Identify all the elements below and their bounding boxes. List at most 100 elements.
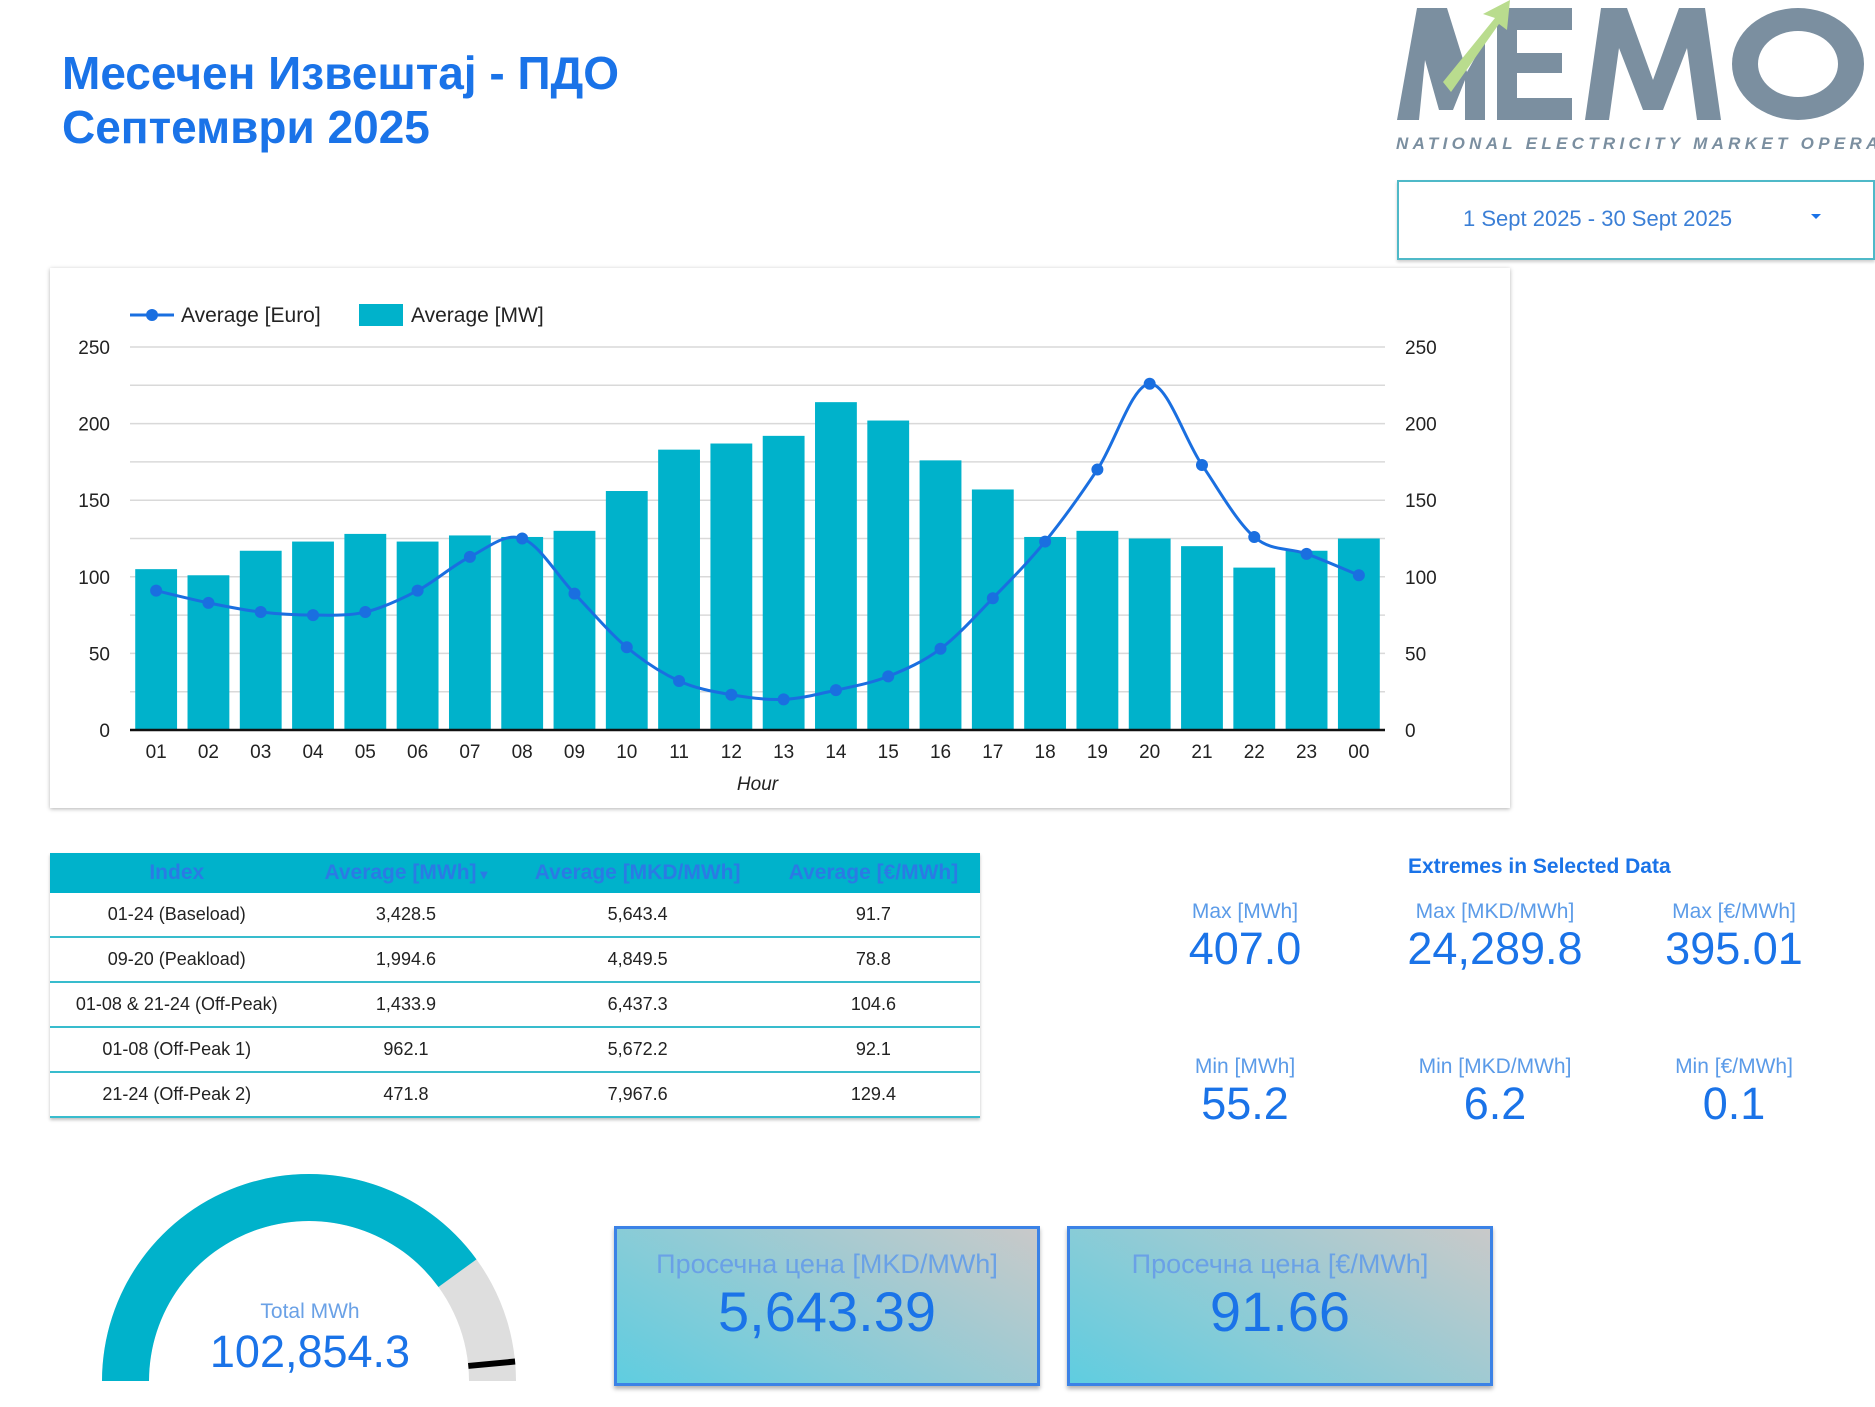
date-range-value: 1 Sept 2025 - 30 Sept 2025 [1463, 206, 1733, 231]
x-tick: 22 [1244, 742, 1265, 763]
extreme-min-stat: Min [€/MWh] 0.1 [1604, 1055, 1864, 1129]
point-20[interactable] [1143, 377, 1156, 390]
point-12[interactable] [725, 688, 738, 701]
page-title-line1: Месечен Извештај - ПДО [62, 47, 620, 99]
bar-10[interactable] [605, 491, 648, 730]
point-06[interactable] [411, 584, 424, 597]
point-22[interactable] [1248, 530, 1261, 543]
bar-03[interactable] [239, 550, 282, 730]
point-07[interactable] [463, 550, 476, 563]
y-tick-right: 0 [1405, 721, 1416, 742]
bar-21[interactable] [1181, 546, 1223, 730]
extreme-label: Max [MWh] [1191, 900, 1299, 923]
x-tick: 00 [1348, 742, 1369, 763]
kpi-label: Просечна цена [€/MWh] [1131, 1249, 1429, 1279]
point-17[interactable] [986, 592, 999, 605]
extreme-value: 407.0 [1188, 923, 1302, 974]
bar-08[interactable] [501, 536, 544, 730]
table-cell: 01-08 & 21-24 (Off-Peak) [50, 982, 304, 1028]
extreme-label: Min [MWh] [1194, 1055, 1296, 1078]
point-10[interactable] [620, 641, 633, 654]
point-11[interactable] [673, 674, 686, 687]
x-tick: 03 [250, 742, 271, 763]
extreme-label: Min [MKD/MWh] [1418, 1055, 1572, 1078]
point-19[interactable] [1091, 463, 1104, 476]
extreme-value: 0.1 [1702, 1078, 1766, 1129]
point-04[interactable] [307, 609, 320, 622]
gauge-fill [102, 1174, 477, 1381]
bar-20[interactable] [1128, 538, 1171, 731]
column-header-sorted[interactable]: Average [MWh] ▾ [303, 853, 509, 893]
point-18[interactable] [1039, 535, 1052, 548]
point-01[interactable] [150, 584, 163, 597]
gauge-target-marker [468, 1358, 516, 1369]
y-tick-left: 150 [78, 491, 110, 512]
legend-label-euro[interactable]: Average [Euro] [181, 304, 321, 327]
y-tick-right: 250 [1405, 338, 1437, 359]
x-tick: 05 [355, 742, 376, 763]
x-tick: 18 [1035, 742, 1056, 763]
table-cell: 21-24 (Off-Peak 2) [50, 1072, 304, 1118]
extreme-label: Min [€/MWh] [1675, 1055, 1793, 1078]
table-cell: 3,428.5 [303, 893, 509, 938]
total-mwh-gauge [102, 1174, 516, 1381]
bar-09[interactable] [553, 530, 596, 730]
table-header-row: Index Average [MWh] ▾ Average [MKD/MWh] Ave… [50, 853, 980, 893]
bar-06[interactable] [396, 541, 439, 730]
point-15[interactable] [882, 670, 895, 683]
x-tick: 13 [773, 742, 794, 763]
bar-22[interactable] [1233, 567, 1276, 730]
point-09[interactable] [568, 587, 581, 600]
y-tick-right: 200 [1405, 415, 1437, 436]
column-header[interactable]: Index [50, 853, 304, 893]
legend-marker-icon [146, 309, 158, 321]
x-tick: 19 [1087, 742, 1108, 763]
column-header[interactable]: Average [MKD/MWh] [508, 853, 767, 893]
bar-12[interactable] [710, 443, 753, 730]
table-cell: 4,849.5 [508, 937, 767, 983]
legend-bar-icon [359, 304, 403, 326]
extreme-max-stat: Max [MWh] 407.0 [1115, 900, 1375, 974]
point-08[interactable] [516, 532, 529, 545]
bar-00[interactable] [1337, 538, 1380, 731]
logo-subtitle: NATIONAL ELECTRICITY MARKET OPERATOR [1396, 134, 1875, 153]
point-21[interactable] [1195, 458, 1208, 471]
bar-04[interactable] [292, 541, 334, 730]
point-23[interactable] [1300, 547, 1313, 560]
extreme-min-stat: Min [MKD/MWh] 6.2 [1365, 1055, 1625, 1129]
x-tick: 14 [825, 742, 847, 763]
extreme-label: Max [€/MWh] [1672, 900, 1796, 923]
bar-16[interactable] [919, 460, 962, 730]
point-13[interactable] [777, 693, 790, 706]
bar-05[interactable] [344, 533, 387, 730]
point-16[interactable] [934, 642, 947, 655]
bar-19[interactable] [1076, 530, 1119, 730]
point-14[interactable] [829, 684, 842, 697]
x-tick: 16 [930, 742, 951, 763]
point-05[interactable] [359, 606, 372, 619]
legend-label-mw[interactable]: Average [MW] [411, 304, 544, 327]
point-02[interactable] [202, 596, 215, 609]
table-cell: 92.1 [766, 1027, 980, 1073]
y-tick-left: 250 [78, 338, 110, 359]
x-tick: 17 [982, 742, 1003, 763]
hourly-chart-card: 0 0 50 50 100 100 150 150 200 200 250 250 01 02 03 04 05… [50, 268, 1510, 808]
x-tick: 07 [459, 742, 480, 763]
bar-15[interactable] [867, 420, 910, 730]
bar-07[interactable] [448, 535, 491, 730]
bar-13[interactable] [762, 435, 805, 730]
point-00[interactable] [1352, 569, 1365, 582]
column-header[interactable]: Average [€/MWh] [766, 853, 980, 893]
table-row: 09-20 (Peakload) 1,994.6 4,849.5 78.8 [50, 937, 980, 983]
x-tick: 09 [564, 742, 585, 763]
bar-14[interactable] [815, 402, 857, 730]
bar-17[interactable] [971, 489, 1014, 730]
x-tick: 11 [669, 742, 689, 763]
table-row: 01-08 (Off-Peak 1) 962.1 5,672.2 92.1 [50, 1027, 980, 1073]
bar-23[interactable] [1285, 550, 1328, 730]
date-range-picker[interactable]: 1 Sept 2025 - 30 Sept 2025 [1397, 180, 1875, 260]
point-03[interactable] [254, 606, 267, 619]
bar-18[interactable] [1024, 536, 1067, 730]
kpi-label: Просечна цена [MKD/MWh] [656, 1249, 998, 1279]
